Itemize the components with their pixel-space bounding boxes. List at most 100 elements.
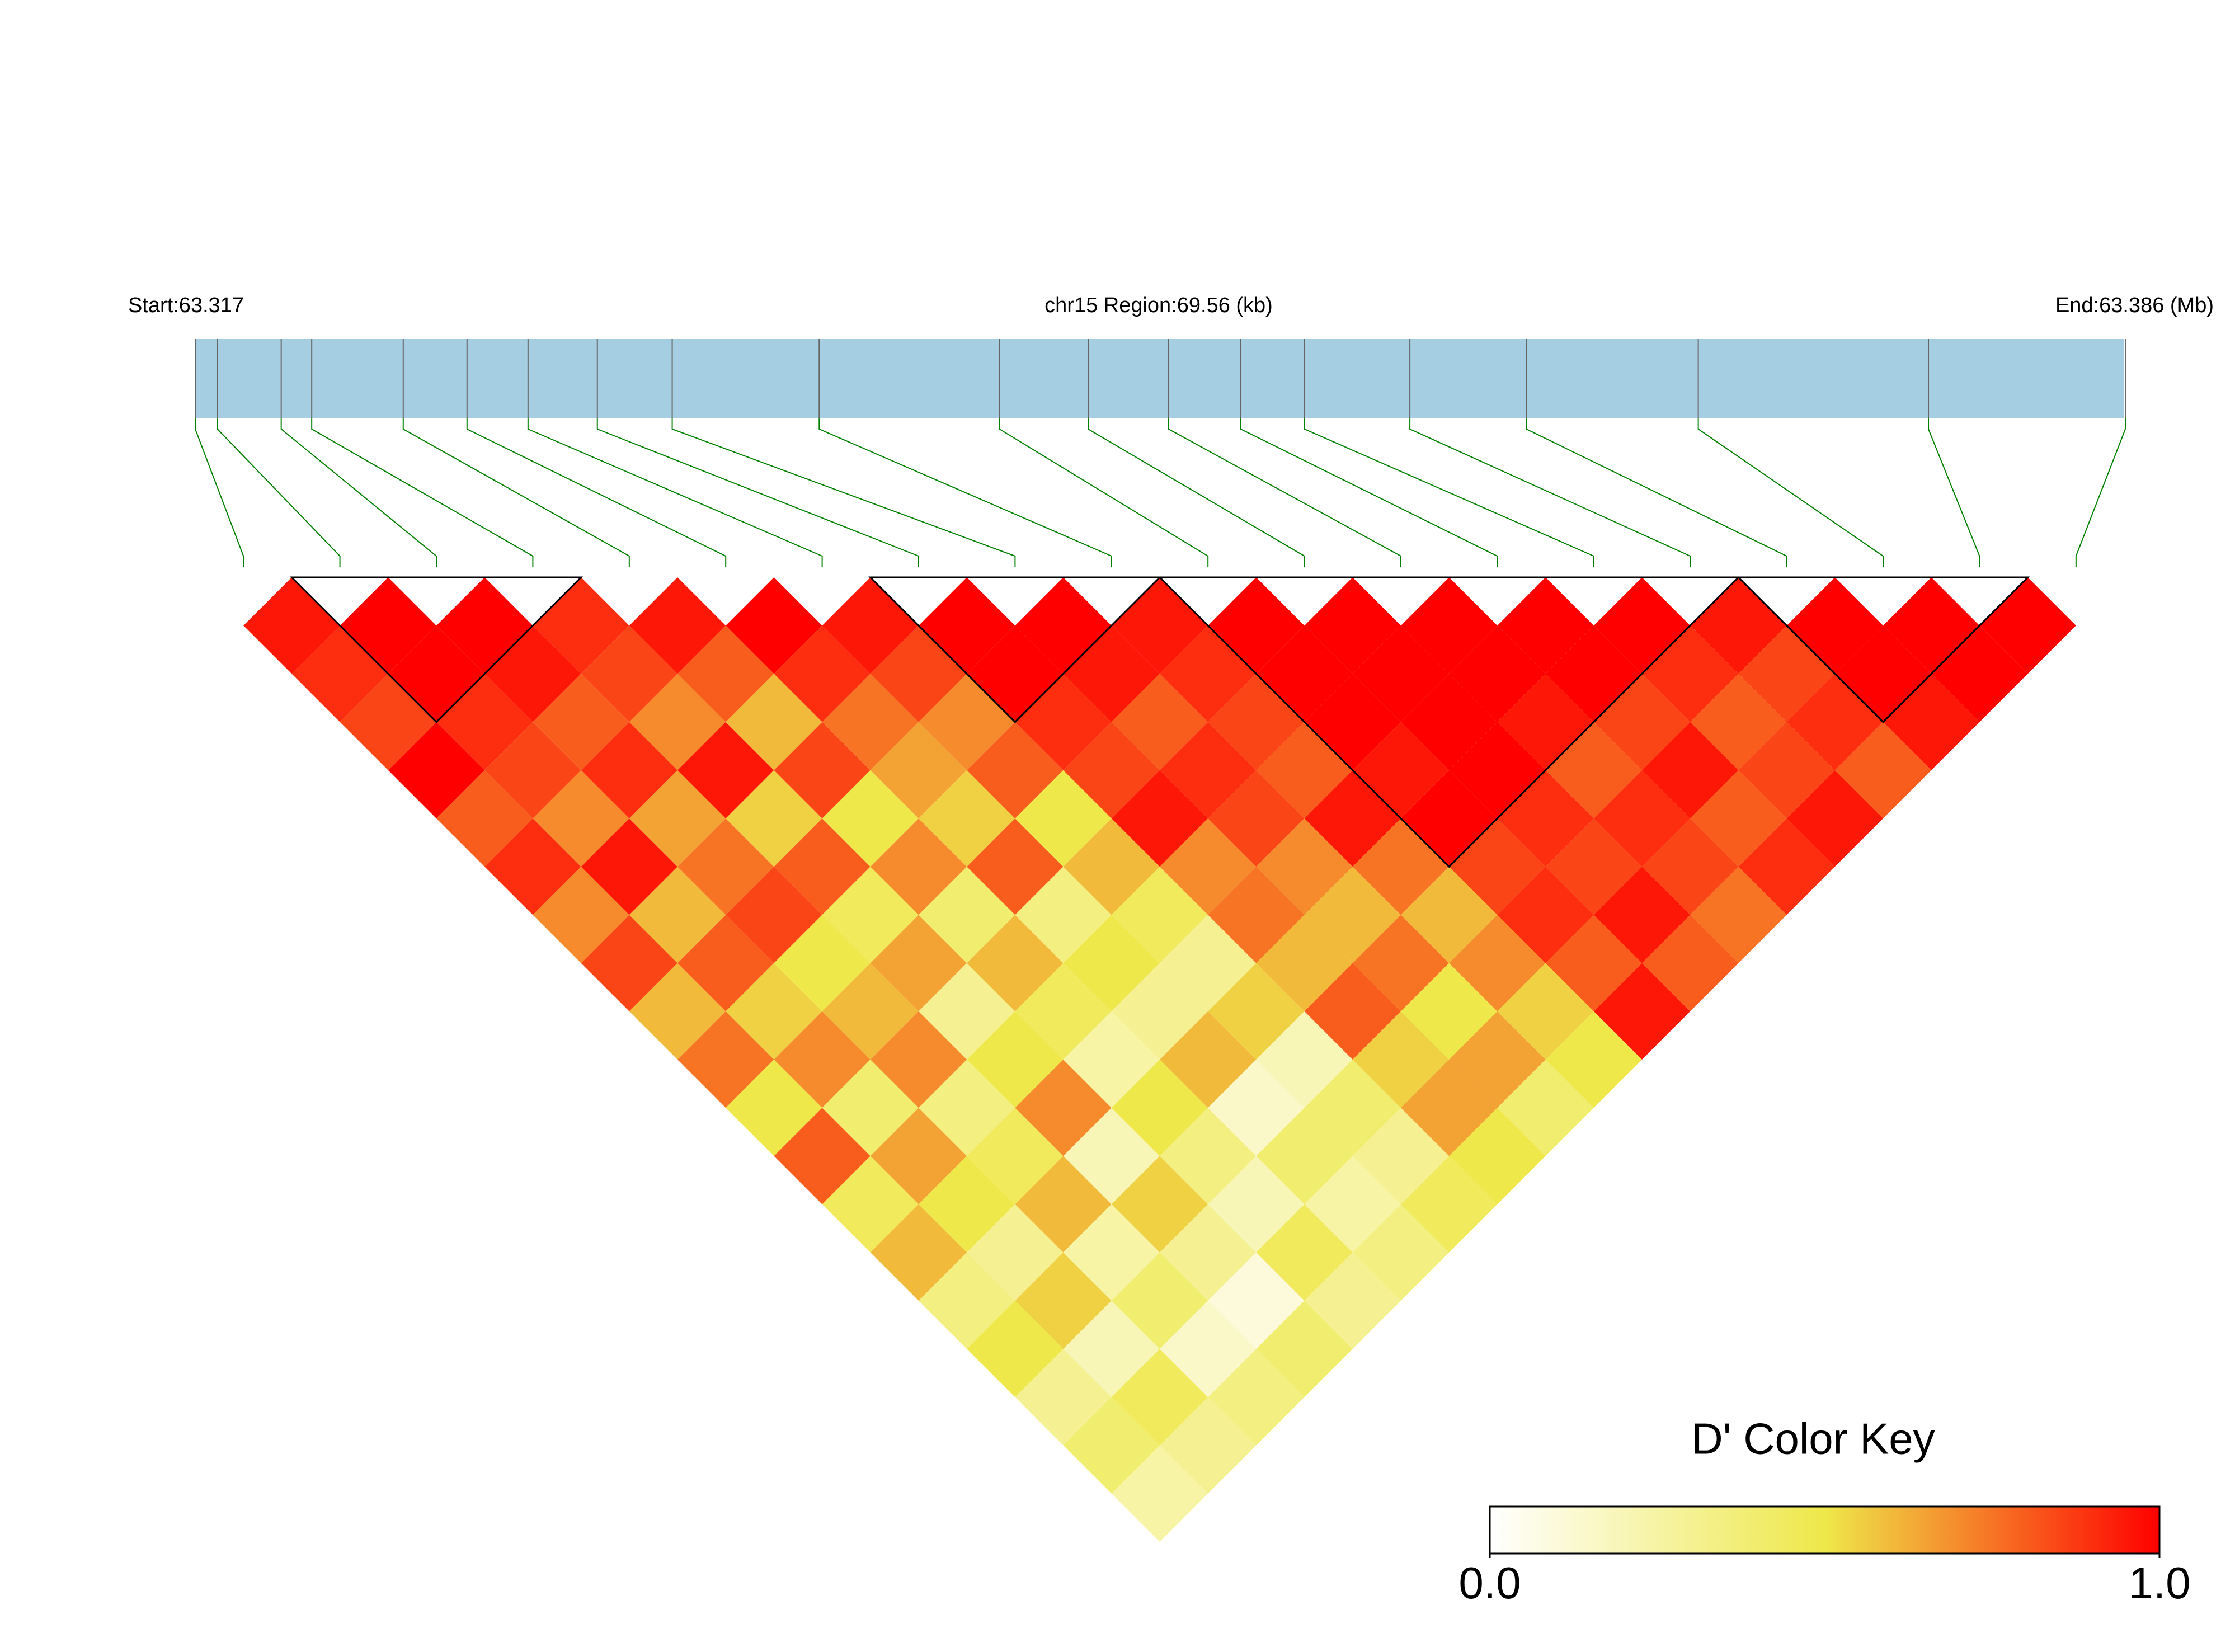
ld-cell <box>436 674 533 770</box>
ld-cell <box>1111 1060 1208 1156</box>
snp-connector <box>1409 418 1691 567</box>
ld-cell <box>1304 1060 1401 1156</box>
ld-cell <box>1352 915 1450 1011</box>
ld-cell <box>1593 963 1691 1060</box>
snp-connector <box>217 418 341 567</box>
ld-cell <box>1642 722 1739 818</box>
ld-cell <box>1015 1156 1112 1253</box>
ld-cell <box>677 915 774 1011</box>
ld-cell <box>1593 867 1691 963</box>
ld-cell <box>1304 1156 1401 1253</box>
ld-cell <box>1352 818 1450 915</box>
ld-cell <box>533 867 629 963</box>
ld-cell <box>1256 1301 1353 1397</box>
key-title: D' Color Key <box>1691 1414 1935 1463</box>
snp-connector <box>1240 418 1498 567</box>
snp-connector <box>402 418 630 567</box>
ld-cell <box>1160 1397 1257 1494</box>
ld-cell <box>1401 867 1498 963</box>
region-bar <box>195 339 2124 418</box>
ld-cell <box>1401 674 1498 770</box>
ld-cell <box>1642 915 1739 1011</box>
ld-cell <box>629 577 726 674</box>
ld-cell <box>726 577 822 674</box>
ld-cell <box>1497 1060 1594 1156</box>
ld-cell <box>1449 1108 1546 1204</box>
ld-cell <box>1160 1011 1257 1108</box>
ld-cell <box>1304 963 1401 1060</box>
ld-cell <box>919 1156 1015 1253</box>
ld-cell <box>436 577 533 674</box>
ld-cell <box>1352 722 1450 818</box>
ld-cell <box>870 1204 967 1301</box>
ld-cell <box>1015 1349 1112 1446</box>
ld-cell <box>774 1011 871 1108</box>
ld-cell <box>1015 1252 1112 1349</box>
ld-cell <box>1642 818 1739 915</box>
ld-cell <box>1111 867 1208 963</box>
ld-cell <box>1160 1108 1257 1204</box>
ld-cell <box>1786 770 1883 867</box>
ld-cell <box>967 1301 1064 1397</box>
ld-cell <box>1160 1204 1257 1301</box>
ld-cell <box>388 722 485 818</box>
ld-cell <box>1111 1252 1208 1349</box>
ld-cell <box>677 722 774 818</box>
ld-cell <box>919 963 1015 1060</box>
ld-cell <box>774 625 871 722</box>
ld-cell <box>1015 963 1112 1060</box>
ld-cell <box>677 625 774 722</box>
ld-block <box>1158 576 1741 868</box>
ld-cell <box>919 1060 1015 1156</box>
snp-connector <box>527 418 823 567</box>
ld-cell <box>436 770 533 867</box>
ld-cell <box>1256 1011 1353 1108</box>
ld-cell <box>1015 577 1112 674</box>
snp-connector <box>2075 418 2126 567</box>
ld-cell <box>533 770 629 867</box>
ld-cell <box>1111 770 1208 867</box>
ld-cell <box>1160 818 1257 915</box>
ld-cell <box>919 674 1015 770</box>
ld-cell <box>919 577 1015 674</box>
ld-cell <box>1738 818 1835 915</box>
snp-connector <box>1088 418 1305 567</box>
ld-cell <box>1545 818 1642 915</box>
ld-cell <box>1497 963 1594 1060</box>
ld-cell <box>919 770 1015 867</box>
ld-block <box>289 576 584 723</box>
snp-connector <box>1697 418 1884 567</box>
key-tick-label: 1.0 <box>2128 1558 2190 1608</box>
ld-cell <box>1593 674 1691 770</box>
ld-cell <box>774 722 871 818</box>
ld-cell <box>1256 1108 1353 1204</box>
ld-cell <box>1160 722 1257 818</box>
ld-cell <box>1593 770 1691 867</box>
ld-cell <box>677 818 774 915</box>
snp-connector <box>1526 418 1787 567</box>
key-tick-label: 0.0 <box>1458 1558 1521 1608</box>
ld-cell <box>1497 577 1594 674</box>
ld-cell <box>1352 625 1450 722</box>
ld-cell <box>1352 1011 1450 1108</box>
snp-connector <box>671 418 1016 567</box>
ld-cell <box>1256 915 1353 1011</box>
ld-cell <box>291 625 388 722</box>
snp-connector <box>596 418 919 567</box>
snp-connector <box>280 418 437 567</box>
snp-connector <box>1168 418 1401 567</box>
ld-cell <box>919 1252 1015 1349</box>
ld-cell <box>1738 722 1835 818</box>
ld-cell <box>1015 1060 1112 1156</box>
snp-connector <box>195 418 244 567</box>
ld-cell <box>967 1204 1064 1301</box>
ld-cell <box>1497 867 1594 963</box>
ld-cell <box>774 915 871 1011</box>
start-label: Start:63.317 <box>128 294 244 317</box>
ld-cell <box>1160 915 1257 1011</box>
ld-cell <box>1256 1204 1353 1301</box>
snp-connector <box>466 418 727 567</box>
snp-connector <box>999 418 1209 567</box>
ld-cell <box>1401 1156 1498 1253</box>
